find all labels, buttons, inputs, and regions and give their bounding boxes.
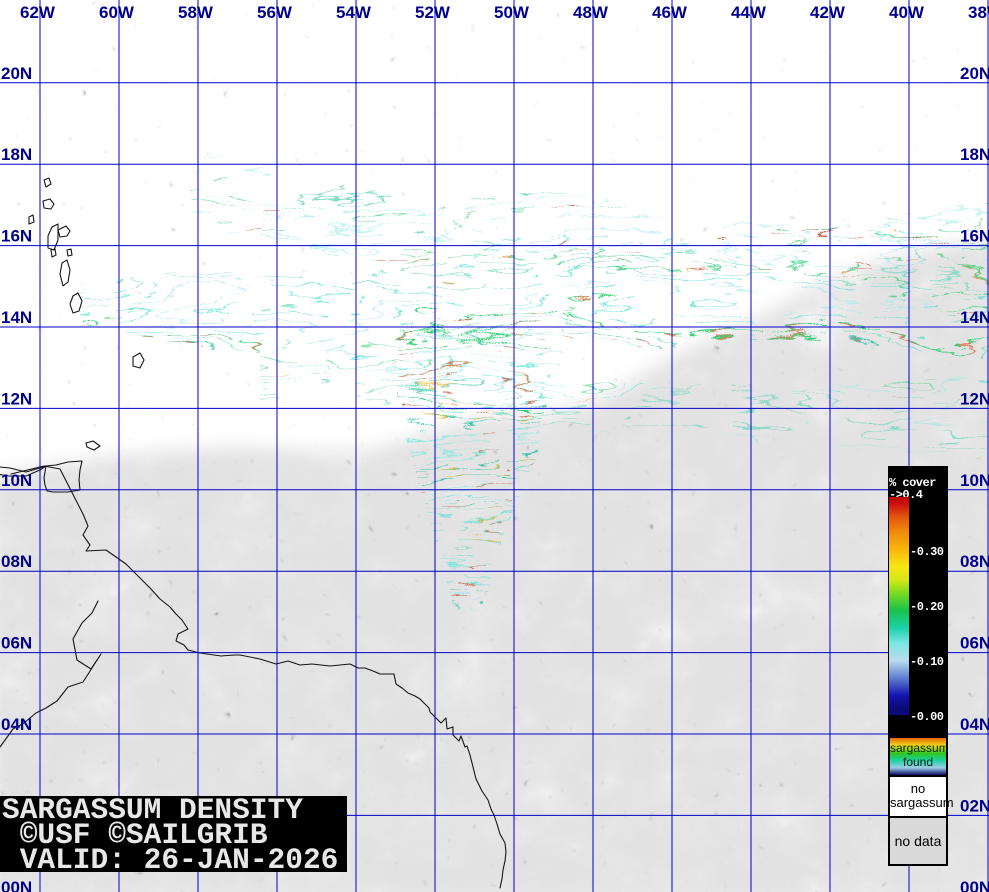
svg-text:38W: 38W	[968, 3, 989, 22]
svg-text:20N: 20N	[960, 64, 989, 83]
svg-text:10N: 10N	[960, 471, 989, 490]
svg-text:20N: 20N	[1, 64, 32, 83]
svg-text:48W: 48W	[573, 3, 609, 22]
svg-text:60W: 60W	[99, 3, 135, 22]
svg-text:00N: 00N	[960, 878, 989, 892]
svg-text:62W: 62W	[20, 3, 56, 22]
svg-text:46W: 46W	[652, 3, 688, 22]
svg-text:00N: 00N	[1, 878, 32, 892]
svg-text:18N: 18N	[1, 145, 32, 164]
svg-text:04N: 04N	[960, 715, 989, 734]
svg-text:02N: 02N	[960, 796, 989, 815]
svg-text:56W: 56W	[257, 3, 293, 22]
svg-text:16N: 16N	[960, 227, 989, 246]
svg-text:06N: 06N	[1, 634, 32, 653]
svg-text:12N: 12N	[960, 389, 989, 408]
svg-text:06N: 06N	[960, 634, 989, 653]
svg-text:14N: 14N	[960, 308, 989, 327]
svg-text:44W: 44W	[731, 3, 767, 22]
svg-text:52W: 52W	[415, 3, 451, 22]
svg-text:10N: 10N	[1, 471, 32, 490]
svg-text:18N: 18N	[960, 145, 989, 164]
svg-text:04N: 04N	[1, 715, 32, 734]
svg-text:40W: 40W	[889, 3, 925, 22]
svg-text:54W: 54W	[336, 3, 372, 22]
svg-text:50W: 50W	[494, 3, 530, 22]
svg-text:14N: 14N	[1, 308, 32, 327]
svg-text:08N: 08N	[960, 552, 989, 571]
svg-text:08N: 08N	[1, 552, 32, 571]
svg-text:12N: 12N	[1, 389, 32, 408]
svg-text:42W: 42W	[810, 3, 846, 22]
svg-text:16N: 16N	[1, 227, 32, 246]
svg-text:58W: 58W	[178, 3, 214, 22]
